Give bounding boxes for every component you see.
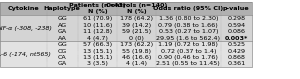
Text: 0.003*: 0.003* (225, 36, 248, 41)
Bar (117, 54, 156, 61)
Bar (117, 41, 156, 48)
Bar (0, 54, 46, 61)
Bar (220, 15, 252, 22)
Bar (156, 35, 220, 41)
Bar (78, 28, 117, 35)
Text: 3 (3.5): 3 (3.5) (87, 61, 108, 67)
Bar (220, 35, 252, 41)
Text: 173 (62.2): 173 (62.2) (120, 42, 153, 47)
Bar (156, 28, 220, 35)
Bar (46, 28, 78, 35)
Bar (156, 54, 220, 61)
Text: 0.361: 0.361 (227, 61, 245, 67)
Bar (156, 48, 220, 54)
Bar (0, 48, 46, 54)
Text: Cytokine: Cytokine (8, 6, 39, 11)
Bar (117, 28, 156, 35)
Text: TNF-α (-308, -238): TNF-α (-308, -238) (0, 26, 52, 31)
Bar (117, 61, 156, 67)
Text: 55 (19.8): 55 (19.8) (122, 49, 151, 54)
Text: 1.36 (0.80 to 2.30): 1.36 (0.80 to 2.30) (158, 16, 218, 21)
Bar (0, 22, 46, 28)
Bar (46, 15, 78, 22)
Bar (117, 48, 156, 54)
Text: 0.868: 0.868 (227, 55, 245, 60)
Text: 13 (15.1): 13 (15.1) (83, 49, 112, 54)
Text: 29.95 (1.6 to 562.4): 29.95 (1.6 to 562.4) (156, 36, 220, 41)
Text: 4 (4.7): 4 (4.7) (87, 36, 108, 41)
Text: p-value: p-value (223, 6, 250, 11)
Text: 0.79 (0.38 to 1.66): 0.79 (0.38 to 1.66) (158, 23, 218, 28)
Text: CG: CG (58, 49, 67, 54)
Bar (0, 41, 46, 48)
Bar (156, 22, 220, 28)
Text: 178 (64.2): 178 (64.2) (120, 16, 153, 21)
Text: Odds ratio (95% CI): Odds ratio (95% CI) (153, 6, 223, 11)
Text: 0 (0): 0 (0) (129, 36, 144, 41)
Bar (117, 2, 156, 15)
Text: 57 (66.3): 57 (66.3) (83, 42, 112, 47)
Bar (78, 48, 117, 54)
Bar (46, 61, 78, 67)
Bar (78, 22, 117, 28)
Text: 0.429: 0.429 (227, 49, 245, 54)
Text: Patients (n=43)
N (%): Patients (n=43) N (%) (69, 3, 126, 14)
Text: GA: GA (58, 61, 67, 67)
Bar (78, 15, 117, 22)
Bar (0, 61, 46, 67)
Bar (156, 2, 220, 15)
Text: GG: GG (57, 16, 67, 21)
Text: 0.53 (0.27 to 1.07): 0.53 (0.27 to 1.07) (158, 29, 218, 34)
Text: 0.086: 0.086 (227, 29, 245, 34)
Text: CA: CA (58, 55, 67, 60)
Bar (220, 48, 252, 54)
Text: 10 (11.6): 10 (11.6) (83, 23, 112, 28)
Bar (0, 15, 46, 22)
Bar (220, 61, 252, 67)
Bar (220, 22, 252, 28)
Text: 0.72 (0.37 to 1.4): 0.72 (0.37 to 1.4) (160, 49, 216, 54)
Text: 0.594: 0.594 (227, 23, 245, 28)
Bar (78, 61, 117, 67)
Text: 13 (15.1): 13 (15.1) (83, 55, 112, 60)
Text: 4 (1.4): 4 (1.4) (126, 61, 147, 67)
Text: 46 (16.6): 46 (16.6) (122, 55, 151, 60)
Text: 1.19 (0.72 to 1.98): 1.19 (0.72 to 1.98) (158, 42, 218, 47)
Bar (117, 35, 156, 41)
Bar (220, 54, 252, 61)
Text: 39 (14.2): 39 (14.2) (122, 23, 151, 28)
Text: 0.525: 0.525 (227, 42, 245, 47)
Bar (46, 2, 78, 15)
Bar (220, 28, 252, 35)
Bar (46, 54, 78, 61)
Text: 11 (12.8): 11 (12.8) (83, 29, 112, 34)
Bar (46, 35, 78, 41)
Bar (220, 2, 252, 15)
Text: 61 (70.9): 61 (70.9) (83, 16, 112, 21)
Bar (156, 61, 220, 67)
Bar (78, 41, 117, 48)
Text: GG: GG (57, 42, 67, 47)
Bar (0, 28, 46, 35)
Bar (220, 41, 252, 48)
Bar (78, 35, 117, 41)
Bar (46, 22, 78, 28)
Bar (117, 22, 156, 28)
Text: 2.51 (0.55 to 11.45): 2.51 (0.55 to 11.45) (156, 61, 220, 67)
Bar (78, 2, 117, 15)
Bar (46, 41, 78, 48)
Text: AG: AG (58, 23, 67, 28)
Text: GA: GA (58, 29, 67, 34)
Bar (0, 35, 46, 41)
Bar (117, 15, 156, 22)
Bar (156, 41, 220, 48)
Text: Controls (n=140)
N (%): Controls (n=140) N (%) (106, 3, 167, 14)
Bar (156, 15, 220, 22)
Text: IL-6 (-174, nt565): IL-6 (-174, nt565) (0, 52, 51, 57)
Text: Haplotype: Haplotype (44, 6, 81, 11)
Text: AA: AA (58, 36, 67, 41)
Bar (78, 54, 117, 61)
Text: 0.298: 0.298 (227, 16, 245, 21)
Text: 0.90 (0.46 to 1.76): 0.90 (0.46 to 1.76) (158, 55, 218, 60)
Bar (0, 2, 46, 15)
